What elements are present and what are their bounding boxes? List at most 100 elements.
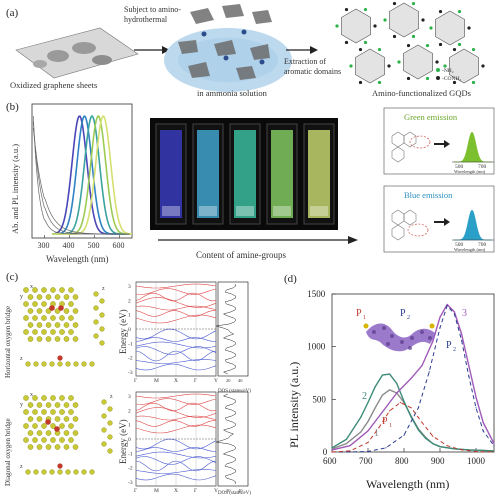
horizontal-atom-7-3 bbox=[54, 336, 61, 342]
kpoint-1-0: Γ bbox=[134, 488, 137, 494]
slab-top-7 bbox=[81, 361, 87, 367]
spectra-xtick-label-500: 500 bbox=[88, 241, 100, 250]
gqd-group-1-2 bbox=[392, 34, 397, 39]
pl-xtick-label-600: 600 bbox=[323, 456, 337, 466]
gqd-group-5-2 bbox=[452, 80, 457, 85]
pl-point-2-8 bbox=[439, 316, 441, 318]
horizontal-atom-5-4 bbox=[63, 322, 70, 328]
pl-curve-2 bbox=[52, 114, 132, 235]
pl-point-2-2 bbox=[367, 430, 369, 432]
arrow1-caption-line2: hydrothermal bbox=[124, 15, 168, 24]
ytick-1-0: 3 bbox=[128, 394, 131, 400]
horizontal-atom-6-1 bbox=[32, 329, 38, 335]
gqd-group-2-0 bbox=[467, 26, 471, 30]
diagonal-atom-7-0 bbox=[27, 444, 34, 450]
amine-caption: Content of amine-groups bbox=[196, 250, 286, 260]
gqd-group-0-4 bbox=[344, 7, 349, 12]
horizontal-atom-0-3 bbox=[50, 287, 56, 293]
slab-top-6 bbox=[73, 361, 79, 367]
horizontal-chain-5 bbox=[99, 326, 105, 332]
horizontal-atom-4-1 bbox=[32, 315, 38, 321]
gqd-group-3-1 bbox=[377, 80, 382, 85]
spectra-curves bbox=[32, 114, 132, 235]
gqd-group-0-2 bbox=[344, 40, 349, 45]
diagonal-oxygen-2 bbox=[54, 426, 60, 432]
gqd-group-4-1 bbox=[425, 76, 430, 81]
pl-point-4-0 bbox=[331, 451, 333, 453]
diagonal-atom-2-0 bbox=[23, 409, 29, 415]
axis-letter-0: x bbox=[30, 284, 33, 290]
horizontal-atom-0-4 bbox=[59, 287, 65, 293]
pl-point-0-4 bbox=[374, 407, 376, 409]
pl-point-2-1 bbox=[349, 445, 351, 447]
pl-point-3-14 bbox=[493, 445, 495, 447]
diagonal-atom-3-5 bbox=[72, 416, 79, 422]
diagonal-atom-4-3 bbox=[50, 423, 56, 429]
pl-point-2-3 bbox=[381, 411, 383, 413]
horizontal-chain-6 bbox=[93, 333, 99, 339]
gqd-group-4-3 bbox=[397, 60, 401, 64]
spectra-xtick-label-600: 600 bbox=[113, 241, 125, 250]
gqd-group-5-0 bbox=[481, 64, 485, 68]
horizontal-atom-5-5 bbox=[72, 322, 79, 328]
diagonal-atom-7-1 bbox=[36, 444, 43, 450]
pl-point-1-4 bbox=[374, 386, 376, 388]
arrow-2-head bbox=[310, 46, 318, 54]
panel-b-label: (b) bbox=[6, 101, 19, 113]
vial-glow-4 bbox=[310, 206, 328, 216]
slab-top-2 bbox=[41, 361, 47, 367]
gqd-group-4-0 bbox=[435, 60, 439, 64]
inset-label-p2: P bbox=[400, 308, 406, 319]
slab-bottom-5 bbox=[65, 469, 71, 475]
vial-0 bbox=[160, 130, 182, 218]
diagonal-atom-1-0 bbox=[27, 402, 34, 408]
green-emission-box bbox=[383, 107, 495, 175]
ytick-1-1: 2 bbox=[128, 408, 131, 414]
diagonal-atom-1-4 bbox=[63, 402, 70, 408]
diagonal-atom-3-1 bbox=[36, 416, 43, 422]
gqd-2 bbox=[434, 10, 466, 46]
blue-molecule bbox=[391, 209, 429, 241]
axis-letter-7: z bbox=[20, 464, 23, 470]
horizontal-chain-0 bbox=[93, 291, 99, 297]
diagonal-chain-4 bbox=[101, 427, 107, 433]
diagonal-atom-7-5 bbox=[72, 444, 79, 450]
pl-point-1-3 bbox=[367, 401, 369, 404]
kpoint-1-1: M bbox=[154, 488, 159, 494]
pl-point-1-9 bbox=[410, 416, 412, 418]
pl-point-1-17 bbox=[493, 450, 495, 452]
pl-series-2 bbox=[331, 303, 495, 451]
diagonal-atom-5-4 bbox=[63, 430, 70, 436]
horizontal-atom-0-2 bbox=[41, 287, 47, 293]
horizontal-atom-1-4 bbox=[63, 294, 70, 300]
gqd-3 bbox=[354, 48, 386, 84]
kpoint-0-1: M bbox=[154, 378, 159, 384]
axis-letter-5: y bbox=[20, 402, 23, 408]
pl-curve-3 bbox=[52, 115, 132, 235]
spectra-axes bbox=[31, 103, 133, 239]
diagonal-atom-2-4 bbox=[59, 409, 65, 415]
ytick-1-2: 1 bbox=[128, 423, 131, 429]
energy-ylabel-bottom: Energy (eV) bbox=[118, 419, 128, 464]
pl-point-3-4 bbox=[403, 434, 405, 436]
horizontal-atom-7-4 bbox=[63, 336, 70, 342]
horizontal-atom-6-4 bbox=[59, 329, 65, 335]
vial-2 bbox=[234, 130, 256, 218]
pl-xtick-label-800: 800 bbox=[395, 456, 409, 466]
diagonal-atom-0-4 bbox=[59, 395, 65, 401]
diagonal-atom-6-0 bbox=[23, 437, 29, 443]
slab-bottom-4 bbox=[57, 469, 63, 475]
pl-ylabel: PL intensity (a.u.) bbox=[287, 362, 301, 448]
diagonal-atom-5-0 bbox=[27, 430, 34, 436]
pl-point-3-10 bbox=[461, 339, 463, 341]
slab-top-oxygen bbox=[57, 355, 63, 361]
spectra-ylabel: Ab. and PL intensity (a.u.) bbox=[10, 144, 20, 234]
pl-point-4-1 bbox=[349, 450, 351, 452]
horizontal-atom-4-4 bbox=[59, 315, 65, 321]
horizontal-atom-6-3 bbox=[50, 329, 56, 335]
pl-point-3-12 bbox=[475, 407, 477, 409]
pl-chart: (d) 600 700 800 900 1000 0 500 1000 1500 PL inte… bbox=[284, 273, 495, 491]
pl-axes bbox=[331, 293, 495, 453]
diagonal-atom-4-5 bbox=[68, 423, 74, 429]
solution-caption: in ammonia solution bbox=[197, 88, 268, 98]
